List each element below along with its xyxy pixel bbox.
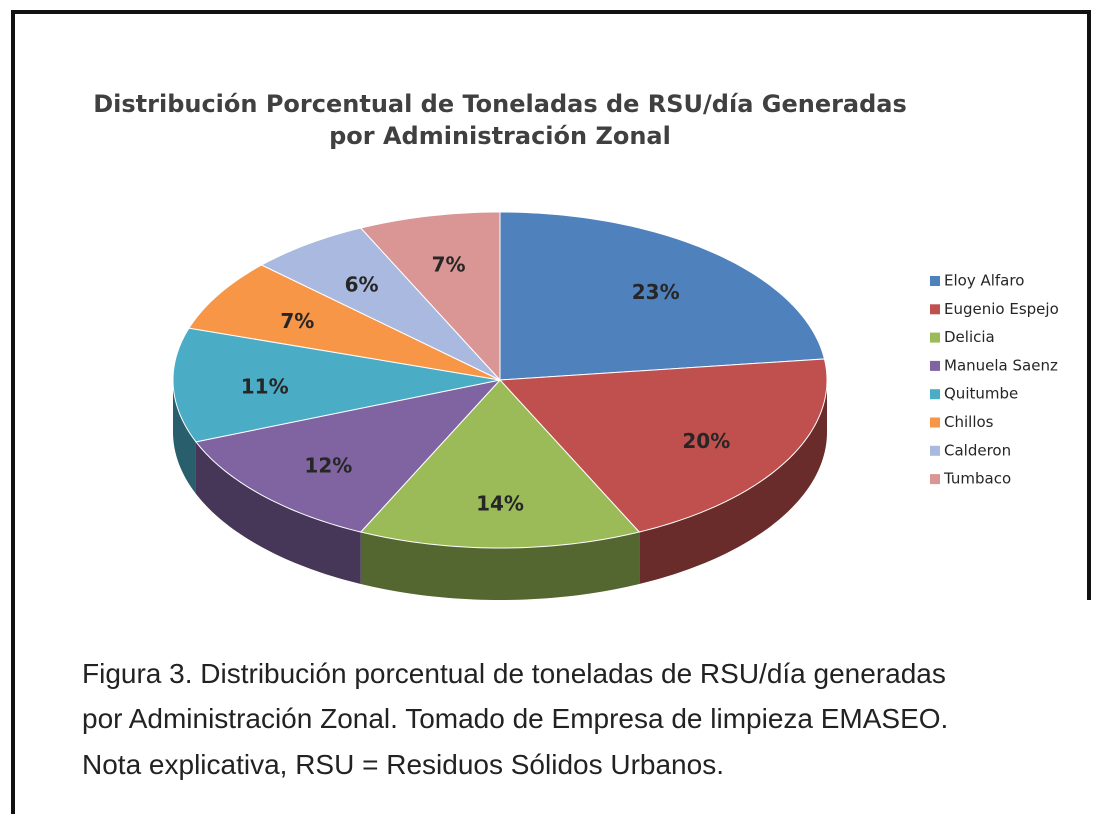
chart-title: Distribución Porcentual de Toneladas de … bbox=[93, 90, 907, 118]
legend-swatch bbox=[930, 332, 940, 343]
data-label: 14% bbox=[476, 491, 524, 515]
data-label: 7% bbox=[280, 309, 314, 333]
pie-slice bbox=[499, 211, 826, 381]
pie-side bbox=[173, 380, 196, 494]
pie-slice bbox=[359, 211, 501, 382]
legend-label: Calderon bbox=[944, 441, 1011, 459]
data-label: 20% bbox=[682, 429, 730, 453]
pie-slice bbox=[498, 358, 828, 533]
caption: Nota explicativa, RSU = Residuos Sólidos… bbox=[82, 749, 724, 780]
legend-label: Quitumbe bbox=[944, 385, 1018, 403]
legend-label: Eugenio Espejo bbox=[944, 300, 1059, 318]
legend-swatch bbox=[930, 389, 940, 400]
pie-slice bbox=[172, 327, 501, 443]
chart-title: por Administración Zonal bbox=[329, 122, 671, 150]
frame bbox=[11, 10, 1091, 814]
pie-side bbox=[195, 441, 361, 585]
legend-label: Chillos bbox=[944, 413, 994, 431]
pie-slice bbox=[188, 264, 501, 381]
caption: Figura 3. Distribución porcentual de ton… bbox=[82, 658, 946, 689]
data-label: 12% bbox=[304, 453, 352, 477]
legend-swatch bbox=[930, 304, 940, 315]
legend-label: Manuela Saenz bbox=[944, 356, 1058, 374]
data-label: 11% bbox=[241, 374, 289, 398]
legend-swatch bbox=[930, 445, 940, 456]
legend-swatch bbox=[930, 360, 940, 371]
legend-swatch bbox=[930, 417, 940, 428]
legend-swatch bbox=[930, 474, 940, 485]
pie-slice bbox=[260, 227, 501, 381]
data-label: 23% bbox=[632, 280, 680, 304]
legend-swatch bbox=[930, 276, 940, 286]
pie-slice bbox=[359, 379, 641, 549]
data-label: 7% bbox=[432, 252, 466, 276]
legend-label: Tumbaco bbox=[943, 470, 1011, 488]
pie-side bbox=[360, 532, 640, 600]
data-label: 6% bbox=[345, 273, 379, 297]
pie-slice bbox=[195, 379, 502, 533]
legend-label: Delicia bbox=[944, 328, 995, 346]
caption: por Administración Zonal. Tomado de Empr… bbox=[82, 703, 948, 734]
pie-side bbox=[639, 380, 827, 585]
legend-label: Eloy Alfaro bbox=[944, 272, 1024, 290]
